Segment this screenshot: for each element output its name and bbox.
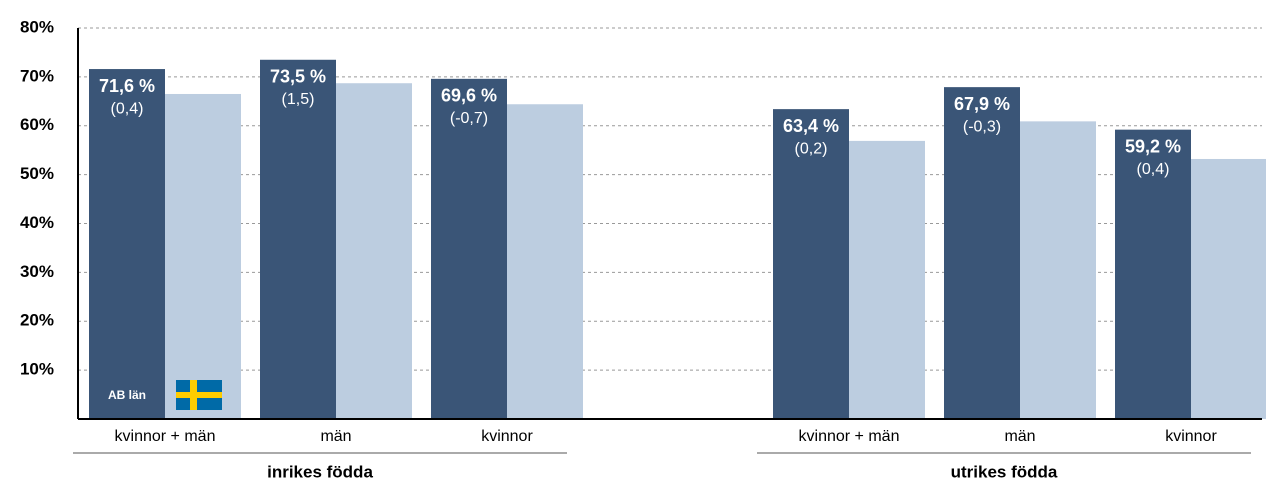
bar <box>944 87 1020 420</box>
bar <box>1191 158 1266 420</box>
value-label: 67,9 % <box>954 94 1010 114</box>
y-tick-label: 70% <box>20 66 54 85</box>
y-tick-label: 10% <box>20 360 54 379</box>
change-label: (0,4) <box>1137 161 1170 178</box>
x-tick-label: kvinnor + män <box>115 428 216 445</box>
y-tick-label: 80% <box>20 17 54 36</box>
y-tick-label: 30% <box>20 262 54 281</box>
change-label: (0,2) <box>795 140 828 157</box>
value-label: 73,5 % <box>270 67 326 87</box>
bar <box>336 83 412 419</box>
bar <box>1115 129 1191 419</box>
change-label: (0,4) <box>111 100 144 117</box>
x-tick-label: kvinnor <box>481 428 533 445</box>
y-tick-label: 50% <box>20 164 54 183</box>
value-label: 69,6 % <box>441 86 497 106</box>
bar <box>507 104 583 420</box>
y-tick-label: 60% <box>20 115 54 134</box>
bar <box>773 109 849 419</box>
group-label: inrikes födda <box>267 462 373 481</box>
change-label: (1,5) <box>282 91 315 108</box>
value-label: 59,2 % <box>1125 136 1181 156</box>
flag-cross <box>176 392 222 398</box>
y-tick-label: 40% <box>20 213 54 232</box>
group-label: utrikes födda <box>951 462 1058 481</box>
bar <box>260 59 336 420</box>
bar <box>1020 121 1096 419</box>
bar <box>431 78 507 419</box>
value-label: 63,4 % <box>783 116 839 136</box>
legend-label: AB län <box>108 388 146 402</box>
bar <box>849 140 925 419</box>
x-tick-label: män <box>1004 428 1035 445</box>
change-label: (-0,7) <box>450 110 488 127</box>
x-tick-label: män <box>320 428 351 445</box>
y-tick-label: 20% <box>20 311 54 330</box>
x-tick-label: kvinnor <box>1165 428 1217 445</box>
bar <box>89 69 165 420</box>
x-tick-label: kvinnor + män <box>799 428 900 445</box>
sweden-flag <box>176 380 222 410</box>
value-label: 71,6 % <box>99 76 155 96</box>
bar <box>165 93 241 419</box>
change-label: (-0,3) <box>963 118 1001 135</box>
